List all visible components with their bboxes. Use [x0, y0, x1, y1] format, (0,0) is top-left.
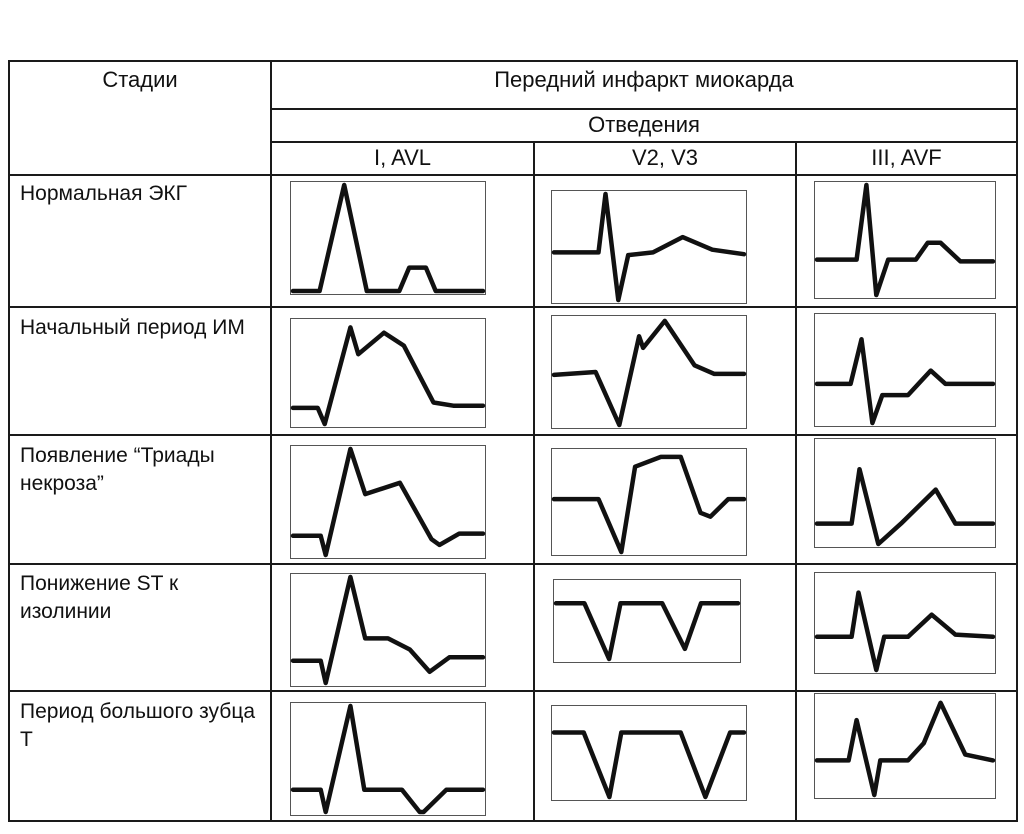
- ecg-trace: [551, 191, 747, 303]
- ecg-triad-iii-avf: [814, 438, 996, 548]
- table-title: Передний инфаркт миокарда: [494, 67, 794, 92]
- ecg-normal-v2-v3: [551, 190, 747, 304]
- ecg-big-t-v2-v3: [551, 705, 747, 801]
- frame-left: [8, 60, 10, 822]
- row-divider-3: [8, 563, 1018, 565]
- frame-bottom: [8, 820, 1018, 822]
- header-divider-1: [270, 108, 1018, 110]
- ecg-normal-iii-avf: [814, 181, 996, 299]
- ecg-trace: [290, 446, 486, 558]
- stage-header: Стадии: [102, 67, 178, 92]
- frame-top: [8, 60, 1018, 62]
- stage-label-triad: Появление “Триады некроза”: [20, 444, 215, 495]
- header-divider-2: [270, 141, 1018, 143]
- ecg-normal-i-avl: [290, 181, 486, 295]
- ecg-big-t-i-avl: [290, 702, 486, 816]
- ecg-trace: [814, 337, 996, 426]
- stage-label-initial: Начальный период ИМ: [20, 316, 245, 339]
- column-header-v2-v3: V2, V3: [631, 145, 699, 170]
- stage-label-big-t: Период большого зубца Т: [20, 700, 256, 751]
- header-divider-3: [8, 174, 1018, 176]
- column-divider-2: [795, 141, 797, 822]
- ecg-triad-v2-v3: [551, 448, 747, 556]
- ecg-trace: [551, 318, 747, 428]
- ecg-trace: [290, 703, 486, 815]
- leads-header: Отведения: [588, 112, 700, 137]
- ecg-st-decrease-iii-avf: [814, 572, 996, 674]
- ecg-trace: [814, 700, 996, 798]
- ecg-initial-i-avl: [290, 318, 486, 428]
- ecg-trace: [290, 325, 486, 427]
- stage-label-st-decrease: Понижение ST к изолинии: [20, 572, 179, 623]
- ecg-trace: [290, 574, 486, 686]
- ecg-trace: [553, 601, 741, 662]
- stage-column-divider: [270, 60, 272, 822]
- ecg-st-decrease-i-avl: [290, 573, 486, 687]
- ecg-initial-v2-v3: [551, 315, 747, 429]
- column-divider-1: [533, 141, 535, 822]
- column-header-iii-avf: III, AVF: [871, 145, 942, 170]
- ecg-trace: [551, 454, 747, 555]
- ecg-big-t-iii-avf: [814, 693, 996, 799]
- ecg-trace: [551, 730, 747, 800]
- row-divider-4: [8, 690, 1018, 692]
- row-divider-2: [8, 434, 1018, 436]
- ecg-st-decrease-v2-v3: [553, 579, 741, 663]
- ecg-trace: [814, 182, 996, 298]
- ecg-trace: [814, 590, 996, 673]
- stage-label-normal: Нормальная ЭКГ: [20, 182, 188, 205]
- column-header-i-avl: I, AVL: [373, 145, 432, 170]
- row-divider-1: [8, 306, 1018, 308]
- ecg-trace: [814, 466, 996, 547]
- ecg-initial-iii-avf: [814, 313, 996, 427]
- ecg-triad-i-avl: [290, 445, 486, 559]
- frame-right: [1016, 60, 1018, 822]
- ecg-trace: [290, 182, 486, 294]
